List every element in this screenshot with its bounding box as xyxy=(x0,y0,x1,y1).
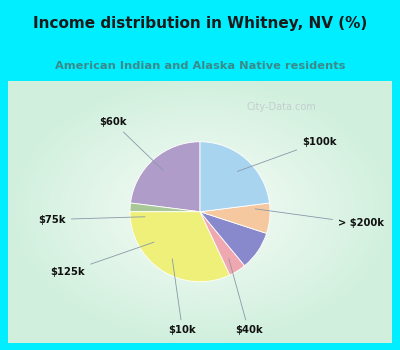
Wedge shape xyxy=(200,212,266,266)
Text: $10k: $10k xyxy=(169,259,196,335)
Text: Income distribution in Whitney, NV (%): Income distribution in Whitney, NV (%) xyxy=(33,16,367,31)
Wedge shape xyxy=(200,212,245,275)
Wedge shape xyxy=(130,212,230,282)
Text: $75k: $75k xyxy=(38,215,145,225)
Wedge shape xyxy=(200,142,270,212)
Text: $100k: $100k xyxy=(237,137,336,172)
Text: $40k: $40k xyxy=(229,259,262,335)
Text: $125k: $125k xyxy=(51,242,154,277)
Text: > $200k: > $200k xyxy=(255,209,384,229)
Wedge shape xyxy=(130,203,200,212)
Wedge shape xyxy=(200,203,270,233)
Text: $60k: $60k xyxy=(100,117,163,170)
Text: City-Data.com: City-Data.com xyxy=(247,102,316,112)
Text: American Indian and Alaska Native residents: American Indian and Alaska Native reside… xyxy=(55,61,345,70)
Wedge shape xyxy=(130,142,200,212)
